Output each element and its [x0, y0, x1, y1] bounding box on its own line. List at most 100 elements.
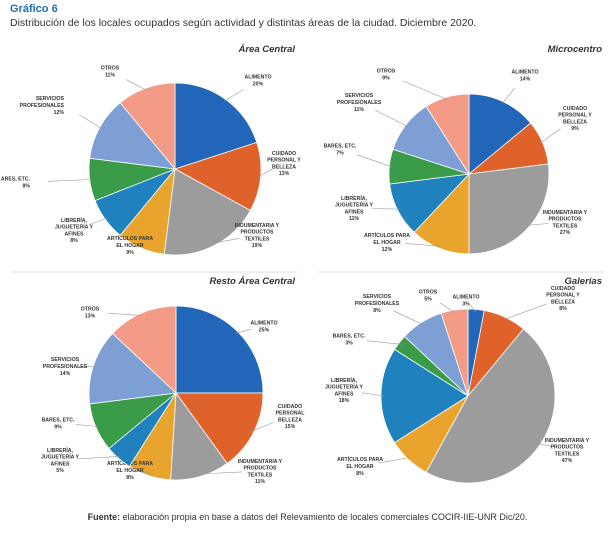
- slice-label-cuidado: CUIDADO PERSONAL Y BELLEZA 13%: [267, 151, 301, 177]
- slice-label-otros: OTROS 5%: [419, 290, 438, 303]
- slice-percent: 14%: [60, 371, 71, 377]
- leader-line-servicios: [393, 310, 423, 325]
- slice-label-line: JUGUETERÍA Y: [55, 223, 94, 231]
- pie-slice-otros: [119, 82, 176, 171]
- slice-label-line: ALIMENTO: [245, 75, 272, 81]
- leader-line-servicios: [79, 114, 103, 130]
- slice-label-line: TEXTILES: [555, 451, 580, 457]
- slice-percent: 8%: [23, 183, 31, 189]
- slice-percent: 11%: [349, 216, 359, 222]
- slice-label-line: PERSONAL Y: [546, 293, 580, 299]
- slice-label-line: PROFESIONALES: [43, 364, 88, 370]
- slice-label-line: BARES, ETC.: [42, 418, 75, 424]
- pie-slice-indumentaria: [163, 168, 251, 256]
- leader-line-alimento: [501, 87, 515, 104]
- slice-label-line: PROFESIONALES: [20, 103, 65, 109]
- slice-label-line: CUIDADO: [551, 286, 575, 292]
- slice-label-line: SERVICIOS: [36, 96, 65, 102]
- leader-line-libreria: [361, 392, 384, 397]
- figure-subtitle: Distribución de los locales ocupados seg…: [10, 17, 477, 29]
- slice-label-line: AFINES: [344, 209, 364, 215]
- slice-percent: 19%: [252, 243, 263, 249]
- slice-label-line: PERSONAL: [276, 411, 306, 417]
- leader-line-bares: [75, 424, 99, 427]
- source-text: elaboración propia en base a datos del R…: [120, 512, 528, 522]
- leader-line-indumentaria: [212, 238, 240, 244]
- slice-label-line: TEXTILES: [248, 472, 273, 478]
- leader-line-servicios: [78, 366, 96, 368]
- leader-line-otros: [125, 79, 147, 91]
- slice-label-libreria: LIBRERÍA, JUGUETERÍA Y AFINES 11%: [335, 194, 374, 222]
- slice-label-servicios: SERVICIOS PROFESIONALES 8%: [355, 294, 400, 314]
- pie-slice-alimento: [174, 82, 258, 170]
- slice-label-line: ALIMENTO: [512, 70, 539, 76]
- slice-label-line: BELLEZA: [272, 164, 296, 170]
- slice-label-line: LIBRERÍA,: [331, 376, 357, 384]
- slice-percent: 8%: [126, 475, 134, 481]
- slice-percent: 3%: [462, 301, 470, 307]
- slice-label-cuidado: CUIDADO PERSONAL Y BELLEZA 9%: [558, 106, 592, 132]
- slice-label-line: SERVICIOS: [363, 294, 392, 300]
- slice-label-bares: BARES, ETC. 9%: [42, 418, 75, 431]
- slice-label-line: SERVICIOS: [51, 357, 80, 363]
- leader-line-libreria: [77, 456, 121, 460]
- leader-line-libreria: [371, 208, 400, 210]
- slice-label-line: PRODUCTOS: [240, 230, 274, 236]
- slice-label-line: JUGUETERÍA Y: [325, 383, 364, 391]
- slice-label-indumentaria: INDUMENTARIA Y PRODUCTOS TEXTILES 11%: [238, 459, 283, 485]
- slice-label-line: LIBRERÍA,: [341, 194, 367, 202]
- slice-label-line: CUIDADO: [272, 151, 296, 157]
- slice-label-line: ARTÍCULOS PARA: [107, 234, 153, 242]
- figure-number: Gráfico 6: [10, 3, 58, 15]
- pie-slice-libreria: [380, 348, 469, 444]
- slice-percent: 8%: [373, 308, 381, 314]
- leader-line-indumentaria: [537, 443, 554, 448]
- slice-label-line: ARTÍCULOS PARA: [364, 231, 410, 239]
- pie-slice-indumentaria: [425, 328, 556, 484]
- slice-percent: 47%: [562, 458, 573, 464]
- slice-label-line: PROFESIONALES: [355, 301, 400, 307]
- slice-percent: 5%: [56, 468, 64, 474]
- slice-label-bares: ARES, ETC. 8%: [1, 177, 31, 190]
- leader-line-bares: [366, 340, 402, 345]
- slice-percent: 15%: [285, 424, 296, 430]
- slice-label-line: ARES, ETC.: [1, 177, 31, 183]
- slice-label-line: JUGUETERÍA Y: [335, 201, 374, 209]
- slice-percent: 9%: [126, 250, 134, 256]
- leader-line-articulos: [377, 457, 411, 464]
- slice-label-line: SERVICIOS: [345, 93, 374, 99]
- slice-label-alimento: ALIMENTO 25%: [251, 321, 278, 334]
- pie-slice-otros: [112, 305, 177, 394]
- leader-line-servicios: [374, 109, 408, 127]
- chart-title: Microcentro: [548, 44, 603, 55]
- leader-line-alimento: [235, 329, 252, 334]
- pie-slice-cuidado: [175, 392, 264, 464]
- leader-line-articulos: [138, 471, 150, 474]
- slice-label-line: BELLEZA: [551, 299, 575, 305]
- slice-label-alimento: ALIMENTO 3%: [453, 295, 480, 308]
- slice-label-line: BARES, ETC.: [324, 144, 357, 150]
- slice-label-line: EL HOGAR: [373, 240, 401, 246]
- leader-line-cuidado: [251, 422, 274, 432]
- slice-label-line: INDUMENTARIA Y: [543, 210, 588, 216]
- slice-percent: 11%: [255, 479, 265, 485]
- leader-line-otros: [402, 80, 448, 100]
- slice-percent: 8%: [356, 471, 364, 477]
- slice-label-cuidado: CUIDADO PERSONAL Y BELLEZA 8%: [546, 286, 580, 312]
- pie-slice-otros: [425, 93, 470, 176]
- chart-title: Área Central: [238, 44, 296, 55]
- pie-panel-galerias: Galerías ALIMENTO 3% CUIDADO PERSONAL Y BELLE…: [307, 270, 612, 510]
- slice-percent: 11%: [105, 72, 115, 78]
- slice-label-line: OTROS: [377, 69, 396, 75]
- slice-label-libreria: LIBRERÍA, JUGUETERÍA Y AFINES 5%: [41, 446, 80, 474]
- slice-label-otros: OTROS 11%: [101, 66, 120, 79]
- slice-percent: 13%: [279, 171, 290, 177]
- slice-label-line: OTROS: [419, 290, 438, 296]
- slice-label-line: LIBRERÍA,: [61, 216, 87, 224]
- slice-percent: 14%: [520, 76, 531, 82]
- slice-label-line: EL HOGAR: [116, 468, 144, 474]
- slice-label-line: PRODUCTOS: [550, 445, 584, 451]
- slice-label-cuidado: CUIDADO PERSONAL BELLEZA 15%: [276, 404, 306, 430]
